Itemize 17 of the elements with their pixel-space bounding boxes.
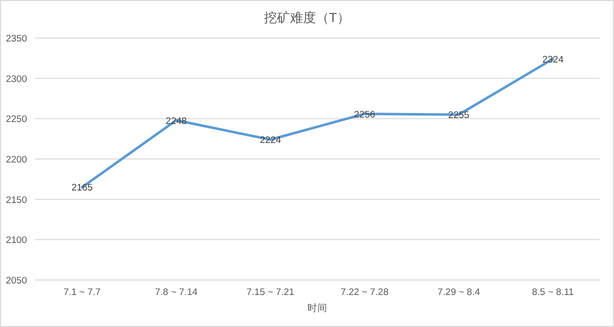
y-tick-label: 2350 bbox=[6, 34, 27, 44]
y-tick-label: 2150 bbox=[6, 194, 27, 206]
chart-title: 挖矿难度（T） bbox=[264, 10, 350, 25]
x-tick-label: 8.5 ~ 8.11 bbox=[532, 287, 574, 298]
y-tick-label: 2100 bbox=[6, 235, 27, 246]
y-tick-label: 2250 bbox=[6, 114, 27, 126]
x-tick-label: 7.8 ~ 7.14 bbox=[154, 287, 198, 298]
x-axis-title: 时间 bbox=[308, 302, 328, 314]
data-label: 2256 bbox=[354, 109, 376, 120]
x-tick-label: 7.1 ~ 7.7 bbox=[63, 287, 101, 298]
y-tick-label: 2300 bbox=[6, 74, 27, 85]
data-label: 2165 bbox=[72, 182, 93, 194]
y-tick-label: 2200 bbox=[6, 154, 27, 166]
y-tick-label: 2050 bbox=[6, 276, 27, 286]
x-tick-label: 7.22 ~ 7.28 bbox=[340, 287, 388, 298]
x-tick-label: 7.15 ~ 7.21 bbox=[246, 287, 294, 298]
x-tick-label: 7.29 ~ 8.4 bbox=[437, 287, 480, 298]
